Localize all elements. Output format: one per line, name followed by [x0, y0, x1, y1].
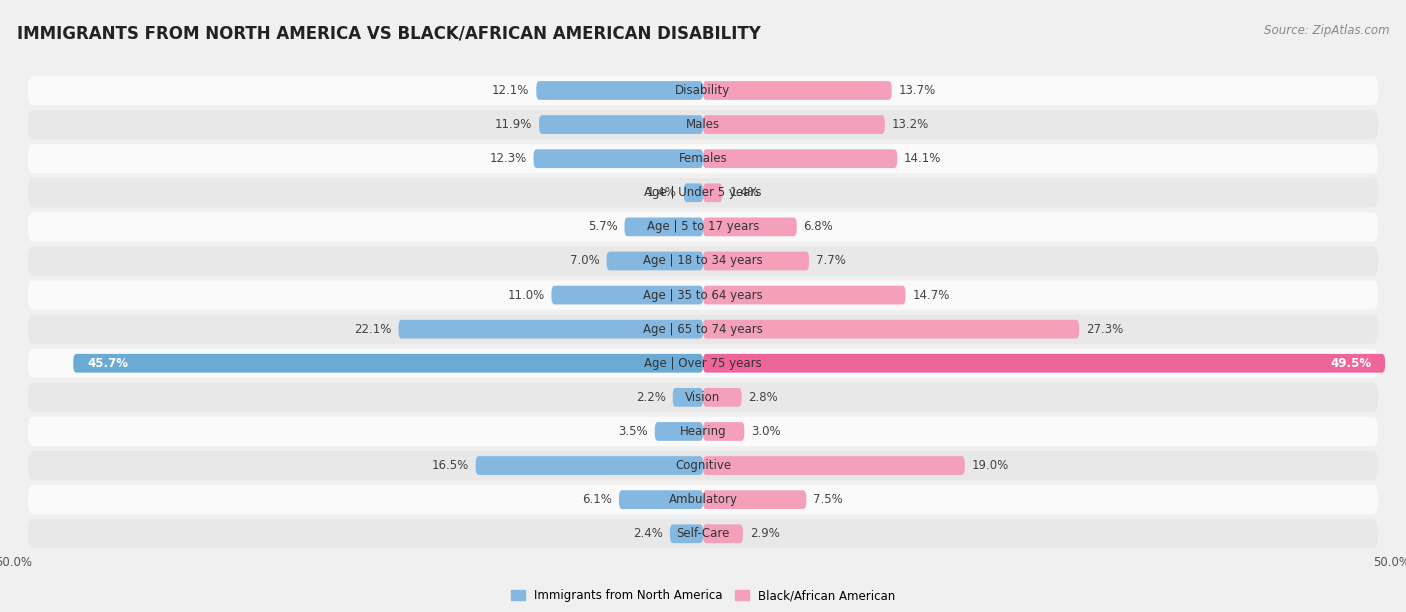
- FancyBboxPatch shape: [28, 178, 1378, 207]
- FancyBboxPatch shape: [28, 110, 1378, 140]
- Text: Females: Females: [679, 152, 727, 165]
- Text: 49.5%: 49.5%: [1330, 357, 1371, 370]
- FancyBboxPatch shape: [28, 144, 1378, 173]
- FancyBboxPatch shape: [703, 354, 1385, 373]
- FancyBboxPatch shape: [703, 217, 797, 236]
- Text: 3.5%: 3.5%: [619, 425, 648, 438]
- FancyBboxPatch shape: [536, 81, 703, 100]
- FancyBboxPatch shape: [703, 422, 744, 441]
- FancyBboxPatch shape: [606, 252, 703, 271]
- Text: 19.0%: 19.0%: [972, 459, 1010, 472]
- Text: Age | 18 to 34 years: Age | 18 to 34 years: [643, 255, 763, 267]
- FancyBboxPatch shape: [703, 115, 884, 134]
- FancyBboxPatch shape: [703, 456, 965, 475]
- FancyBboxPatch shape: [703, 184, 723, 202]
- Legend: Immigrants from North America, Black/African American: Immigrants from North America, Black/Afr…: [506, 584, 900, 607]
- FancyBboxPatch shape: [703, 320, 1080, 338]
- FancyBboxPatch shape: [703, 524, 742, 543]
- Text: 14.7%: 14.7%: [912, 289, 950, 302]
- Text: Age | 5 to 17 years: Age | 5 to 17 years: [647, 220, 759, 233]
- FancyBboxPatch shape: [669, 524, 703, 543]
- Text: 7.7%: 7.7%: [815, 255, 846, 267]
- FancyBboxPatch shape: [672, 388, 703, 407]
- Text: 16.5%: 16.5%: [432, 459, 468, 472]
- FancyBboxPatch shape: [73, 354, 703, 373]
- Text: 3.0%: 3.0%: [751, 425, 780, 438]
- Text: IMMIGRANTS FROM NORTH AMERICA VS BLACK/AFRICAN AMERICAN DISABILITY: IMMIGRANTS FROM NORTH AMERICA VS BLACK/A…: [17, 24, 761, 42]
- Text: Vision: Vision: [685, 391, 721, 404]
- Text: Age | 35 to 64 years: Age | 35 to 64 years: [643, 289, 763, 302]
- FancyBboxPatch shape: [619, 490, 703, 509]
- Text: 11.9%: 11.9%: [495, 118, 531, 131]
- Text: 13.2%: 13.2%: [891, 118, 929, 131]
- Text: Age | Over 75 years: Age | Over 75 years: [644, 357, 762, 370]
- Text: Disability: Disability: [675, 84, 731, 97]
- Text: Males: Males: [686, 118, 720, 131]
- FancyBboxPatch shape: [28, 485, 1378, 514]
- FancyBboxPatch shape: [28, 280, 1378, 310]
- FancyBboxPatch shape: [398, 320, 703, 338]
- Text: 13.7%: 13.7%: [898, 84, 936, 97]
- Text: Ambulatory: Ambulatory: [668, 493, 738, 506]
- Text: Source: ZipAtlas.com: Source: ZipAtlas.com: [1264, 24, 1389, 37]
- Text: Cognitive: Cognitive: [675, 459, 731, 472]
- FancyBboxPatch shape: [28, 246, 1378, 275]
- FancyBboxPatch shape: [703, 81, 891, 100]
- FancyBboxPatch shape: [703, 490, 807, 509]
- FancyBboxPatch shape: [28, 76, 1378, 105]
- Text: Self-Care: Self-Care: [676, 528, 730, 540]
- FancyBboxPatch shape: [28, 349, 1378, 378]
- FancyBboxPatch shape: [475, 456, 703, 475]
- Text: Age | 65 to 74 years: Age | 65 to 74 years: [643, 323, 763, 335]
- FancyBboxPatch shape: [538, 115, 703, 134]
- Text: 12.3%: 12.3%: [489, 152, 527, 165]
- Text: 27.3%: 27.3%: [1085, 323, 1123, 335]
- FancyBboxPatch shape: [703, 388, 741, 407]
- Text: 7.0%: 7.0%: [569, 255, 599, 267]
- FancyBboxPatch shape: [28, 315, 1378, 344]
- FancyBboxPatch shape: [551, 286, 703, 304]
- Text: 6.8%: 6.8%: [804, 220, 834, 233]
- Text: 22.1%: 22.1%: [354, 323, 392, 335]
- Text: 14.1%: 14.1%: [904, 152, 942, 165]
- Text: 5.7%: 5.7%: [588, 220, 617, 233]
- Text: Hearing: Hearing: [679, 425, 727, 438]
- Text: 2.9%: 2.9%: [749, 528, 780, 540]
- Text: 2.4%: 2.4%: [633, 528, 664, 540]
- FancyBboxPatch shape: [655, 422, 703, 441]
- FancyBboxPatch shape: [28, 212, 1378, 242]
- Text: 45.7%: 45.7%: [87, 357, 128, 370]
- FancyBboxPatch shape: [703, 286, 905, 304]
- Text: 2.8%: 2.8%: [748, 391, 778, 404]
- FancyBboxPatch shape: [28, 519, 1378, 548]
- Text: 6.1%: 6.1%: [582, 493, 612, 506]
- FancyBboxPatch shape: [703, 252, 808, 271]
- Text: 7.5%: 7.5%: [813, 493, 844, 506]
- FancyBboxPatch shape: [28, 382, 1378, 412]
- FancyBboxPatch shape: [28, 451, 1378, 480]
- FancyBboxPatch shape: [683, 184, 703, 202]
- Text: 2.2%: 2.2%: [636, 391, 666, 404]
- Text: 1.4%: 1.4%: [730, 186, 759, 200]
- FancyBboxPatch shape: [703, 149, 897, 168]
- Text: 1.4%: 1.4%: [647, 186, 676, 200]
- Text: Age | Under 5 years: Age | Under 5 years: [644, 186, 762, 200]
- FancyBboxPatch shape: [28, 417, 1378, 446]
- Text: 12.1%: 12.1%: [492, 84, 530, 97]
- FancyBboxPatch shape: [624, 217, 703, 236]
- Text: 11.0%: 11.0%: [508, 289, 544, 302]
- FancyBboxPatch shape: [533, 149, 703, 168]
